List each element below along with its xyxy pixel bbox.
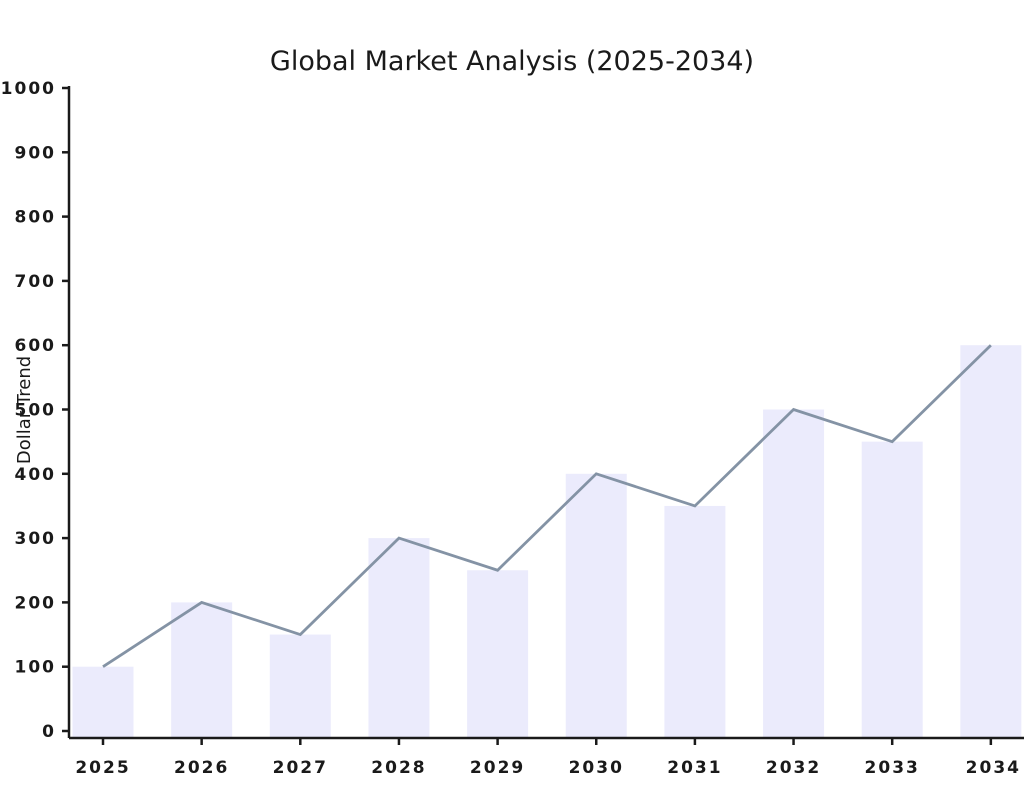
y-axis-label: Dollar Trend: [14, 356, 35, 464]
x-tick-label: 2026: [174, 758, 229, 778]
bar-2026: [171, 602, 233, 738]
y-axis-ticks: 0 100 200 300 400 500 600 700 800 900 1000: [1, 79, 69, 742]
bar-2029: [467, 570, 529, 738]
bar-2031: [664, 505, 726, 738]
y-tick-label: 1000: [1, 79, 56, 99]
x-tick-label: 2025: [75, 758, 130, 778]
x-tick-label: 2033: [865, 758, 920, 778]
x-tick-label: 2032: [766, 758, 821, 778]
bar-2032: [763, 409, 825, 738]
x-tick-label: 2034: [966, 758, 1021, 778]
x-tick-label: 2028: [371, 758, 426, 778]
bar-2028: [368, 538, 430, 738]
y-tick-label: 400: [15, 465, 57, 485]
bar-2027: [269, 634, 331, 738]
y-tick-label: 300: [15, 529, 57, 549]
y-tick-label: 200: [15, 593, 57, 613]
y-tick-label: 100: [15, 658, 57, 678]
y-tick-label: 700: [15, 272, 57, 292]
x-tick-label: 2027: [273, 758, 328, 778]
bar-2030: [565, 473, 627, 738]
x-tick-label: 2031: [667, 758, 722, 778]
y-tick-label: 800: [15, 208, 57, 228]
trend-line: [102, 344, 992, 668]
y-tick-label: 500: [15, 401, 57, 421]
bar-2034: [960, 345, 1022, 738]
x-tick-label: 2030: [569, 758, 624, 778]
x-axis-ticks: 2025 2026 2027 2028 2029 2030 2031 2032 2033 2034: [75, 738, 1021, 778]
chart-title: Global Market Analysis (2025-2034): [270, 46, 754, 77]
x-tick-label: 2029: [470, 758, 525, 778]
bar-layer: [72, 345, 1022, 738]
y-tick-label: 0: [42, 722, 56, 742]
y-tick-label: 900: [15, 143, 57, 163]
bar-2033: [861, 441, 923, 738]
bar-2025: [72, 666, 134, 738]
y-tick-label: 600: [15, 336, 57, 356]
